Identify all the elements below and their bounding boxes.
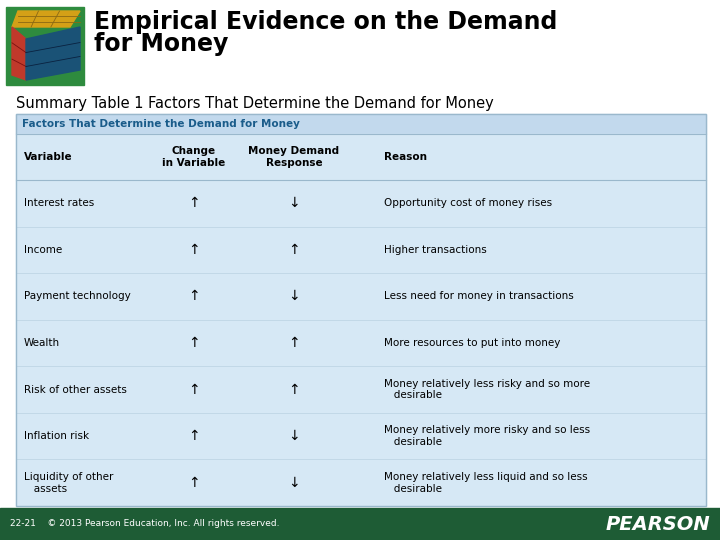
Text: ↑: ↑	[188, 243, 200, 257]
Text: Money Demand
Response: Money Demand Response	[248, 146, 340, 168]
Text: ↑: ↑	[188, 429, 200, 443]
Text: More resources to put into money: More resources to put into money	[384, 338, 560, 348]
Text: PEARSON: PEARSON	[606, 515, 710, 534]
Text: ↑: ↑	[188, 196, 200, 210]
Text: Money relatively less risky and so more
   desirable: Money relatively less risky and so more …	[384, 379, 590, 400]
Polygon shape	[26, 27, 80, 80]
Text: Factors That Determine the Demand for Money: Factors That Determine the Demand for Mo…	[22, 119, 300, 129]
Text: Risk of other assets: Risk of other assets	[24, 384, 127, 395]
Text: ↑: ↑	[288, 336, 300, 350]
Bar	[16, 114, 706, 134]
Text: ↓: ↓	[288, 289, 300, 303]
Text: 22-21    © 2013 Pearson Education, Inc. All rights reserved.: 22-21 © 2013 Pearson Education, Inc. All…	[10, 519, 279, 529]
Bar	[6, 7, 84, 85]
Text: ↓: ↓	[288, 429, 300, 443]
Text: Change
in Variable: Change in Variable	[163, 146, 225, 168]
Text: Summary Table 1 Factors That Determine the Demand for Money: Summary Table 1 Factors That Determine t…	[16, 96, 494, 111]
Text: Money relatively less liquid and so less
   desirable: Money relatively less liquid and so less…	[384, 472, 588, 494]
Bar	[0, 508, 720, 540]
Text: Higher transactions: Higher transactions	[384, 245, 487, 255]
Text: Empirical Evidence on the Demand: Empirical Evidence on the Demand	[94, 10, 557, 34]
Text: Reason: Reason	[384, 152, 427, 162]
Text: ↓: ↓	[288, 476, 300, 490]
Bar	[16, 114, 706, 506]
Bar	[16, 114, 706, 506]
Text: Payment technology: Payment technology	[24, 292, 131, 301]
Text: Opportunity cost of money rises: Opportunity cost of money rises	[384, 198, 552, 208]
Text: ↑: ↑	[188, 382, 200, 396]
Text: Income: Income	[24, 245, 62, 255]
Text: for Money: for Money	[94, 32, 228, 56]
Polygon shape	[12, 11, 80, 27]
Text: Interest rates: Interest rates	[24, 198, 94, 208]
Bar	[16, 180, 706, 506]
Text: ↑: ↑	[288, 243, 300, 257]
Text: Liquidity of other
   assets: Liquidity of other assets	[24, 472, 113, 494]
Text: Variable: Variable	[24, 152, 73, 162]
Text: Inflation risk: Inflation risk	[24, 431, 89, 441]
Bar	[16, 134, 706, 180]
Text: ↓: ↓	[288, 196, 300, 210]
Polygon shape	[12, 27, 26, 80]
Text: ↑: ↑	[188, 336, 200, 350]
Text: ↑: ↑	[188, 289, 200, 303]
Text: Less need for money in transactions: Less need for money in transactions	[384, 292, 574, 301]
Text: Wealth: Wealth	[24, 338, 60, 348]
Text: Money relatively more risky and so less
   desirable: Money relatively more risky and so less …	[384, 426, 590, 447]
Text: ↑: ↑	[288, 382, 300, 396]
Text: ↑: ↑	[188, 476, 200, 490]
